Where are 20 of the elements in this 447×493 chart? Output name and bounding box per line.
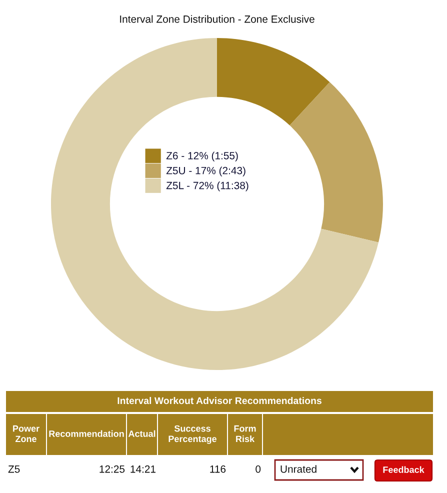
text: Feedback [383, 466, 424, 473]
category-label: Power Zone [13, 425, 40, 442]
text: Interval Workout Advisor Recommendations [118, 396, 322, 404]
legend-label: Z5L - 72% (11:38) [166, 182, 248, 192]
text: 116 [210, 465, 226, 473]
category-label: Actual [128, 430, 156, 437]
donut-slice [290, 82, 383, 242]
text: 0 [256, 465, 261, 473]
category-label: Success Percentage [168, 425, 217, 444]
text: 12:25 [100, 465, 125, 473]
legend-label: Z6 - 12% (1:55) [166, 152, 238, 162]
category-label: Recommendation [49, 430, 124, 437]
donut-slice [51, 38, 379, 370]
text: Unrated [280, 465, 316, 473]
category-label: Form Risk [234, 425, 256, 442]
text: Z5 [8, 466, 20, 473]
text: 14:21 [130, 465, 156, 473]
donut-slice [217, 38, 330, 126]
chart-title: Interval Zone Distribution - Zone Exclusive [120, 15, 314, 23]
legend-label: Z5U - 17% (2:43) [166, 166, 246, 176]
